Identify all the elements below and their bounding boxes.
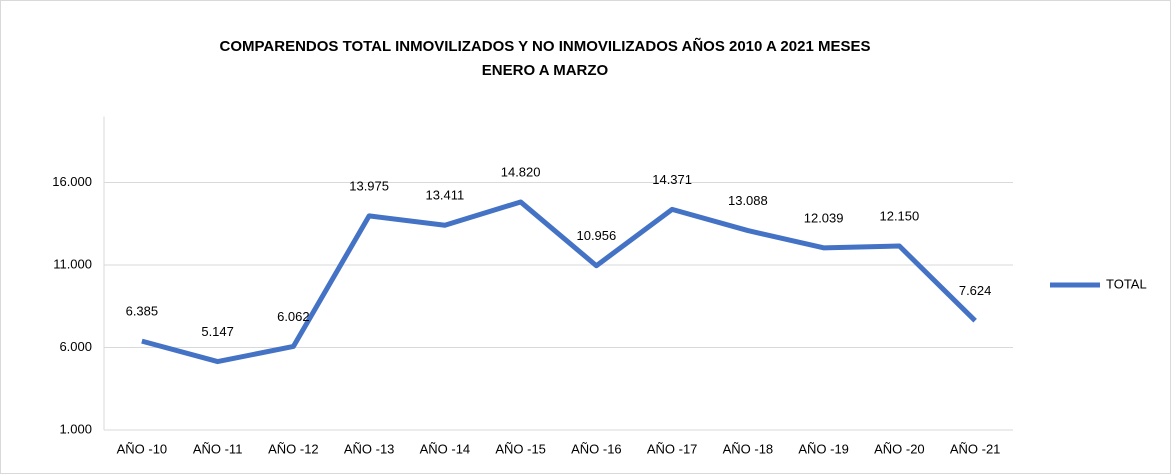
data-label: 14.371 bbox=[652, 172, 692, 187]
data-label: 10.956 bbox=[576, 228, 616, 243]
chart-title: ENERO A MARZO bbox=[482, 62, 609, 79]
x-tick-label: AÑO -20 bbox=[874, 441, 925, 456]
x-tick-label: AÑO -11 bbox=[193, 441, 243, 456]
x-tick-label: AÑO -13 bbox=[344, 441, 395, 456]
data-label: 13.975 bbox=[349, 178, 389, 193]
data-label: 7.624 bbox=[959, 283, 992, 298]
x-tick-label: AÑO -15 bbox=[495, 441, 546, 456]
data-label: 12.039 bbox=[804, 210, 844, 225]
chart-title: COMPARENDOS TOTAL INMOVILIZADOS Y NO INM… bbox=[220, 37, 871, 55]
y-tick-label: 11.000 bbox=[53, 256, 92, 271]
data-label: 6.062 bbox=[277, 309, 310, 324]
x-tick-label: AÑO -10 bbox=[117, 441, 168, 456]
x-tick-label: AÑO -14 bbox=[420, 441, 471, 456]
data-label: 13.411 bbox=[425, 188, 464, 203]
x-tick-label: AÑO -19 bbox=[798, 441, 849, 456]
y-tick-label: 6.000 bbox=[59, 339, 92, 354]
x-tick-label: AÑO -18 bbox=[723, 441, 774, 456]
data-label: 5.147 bbox=[201, 324, 234, 339]
data-label: 13.088 bbox=[728, 193, 768, 208]
x-tick-label: AÑO -21 bbox=[950, 441, 1001, 456]
data-label: 6.385 bbox=[126, 304, 159, 319]
data-line bbox=[141, 199, 977, 365]
y-tick-label: 1.000 bbox=[59, 421, 92, 436]
data-label: 14.820 bbox=[501, 164, 541, 179]
data-label: 12.150 bbox=[879, 208, 919, 223]
x-tick-label: AÑO -16 bbox=[571, 441, 622, 456]
x-tick-label: AÑO -17 bbox=[647, 441, 698, 456]
y-tick-label: 16.000 bbox=[52, 174, 92, 189]
x-tick-label: AÑO -12 bbox=[268, 441, 319, 456]
legend-label: TOTAL bbox=[1106, 276, 1147, 291]
